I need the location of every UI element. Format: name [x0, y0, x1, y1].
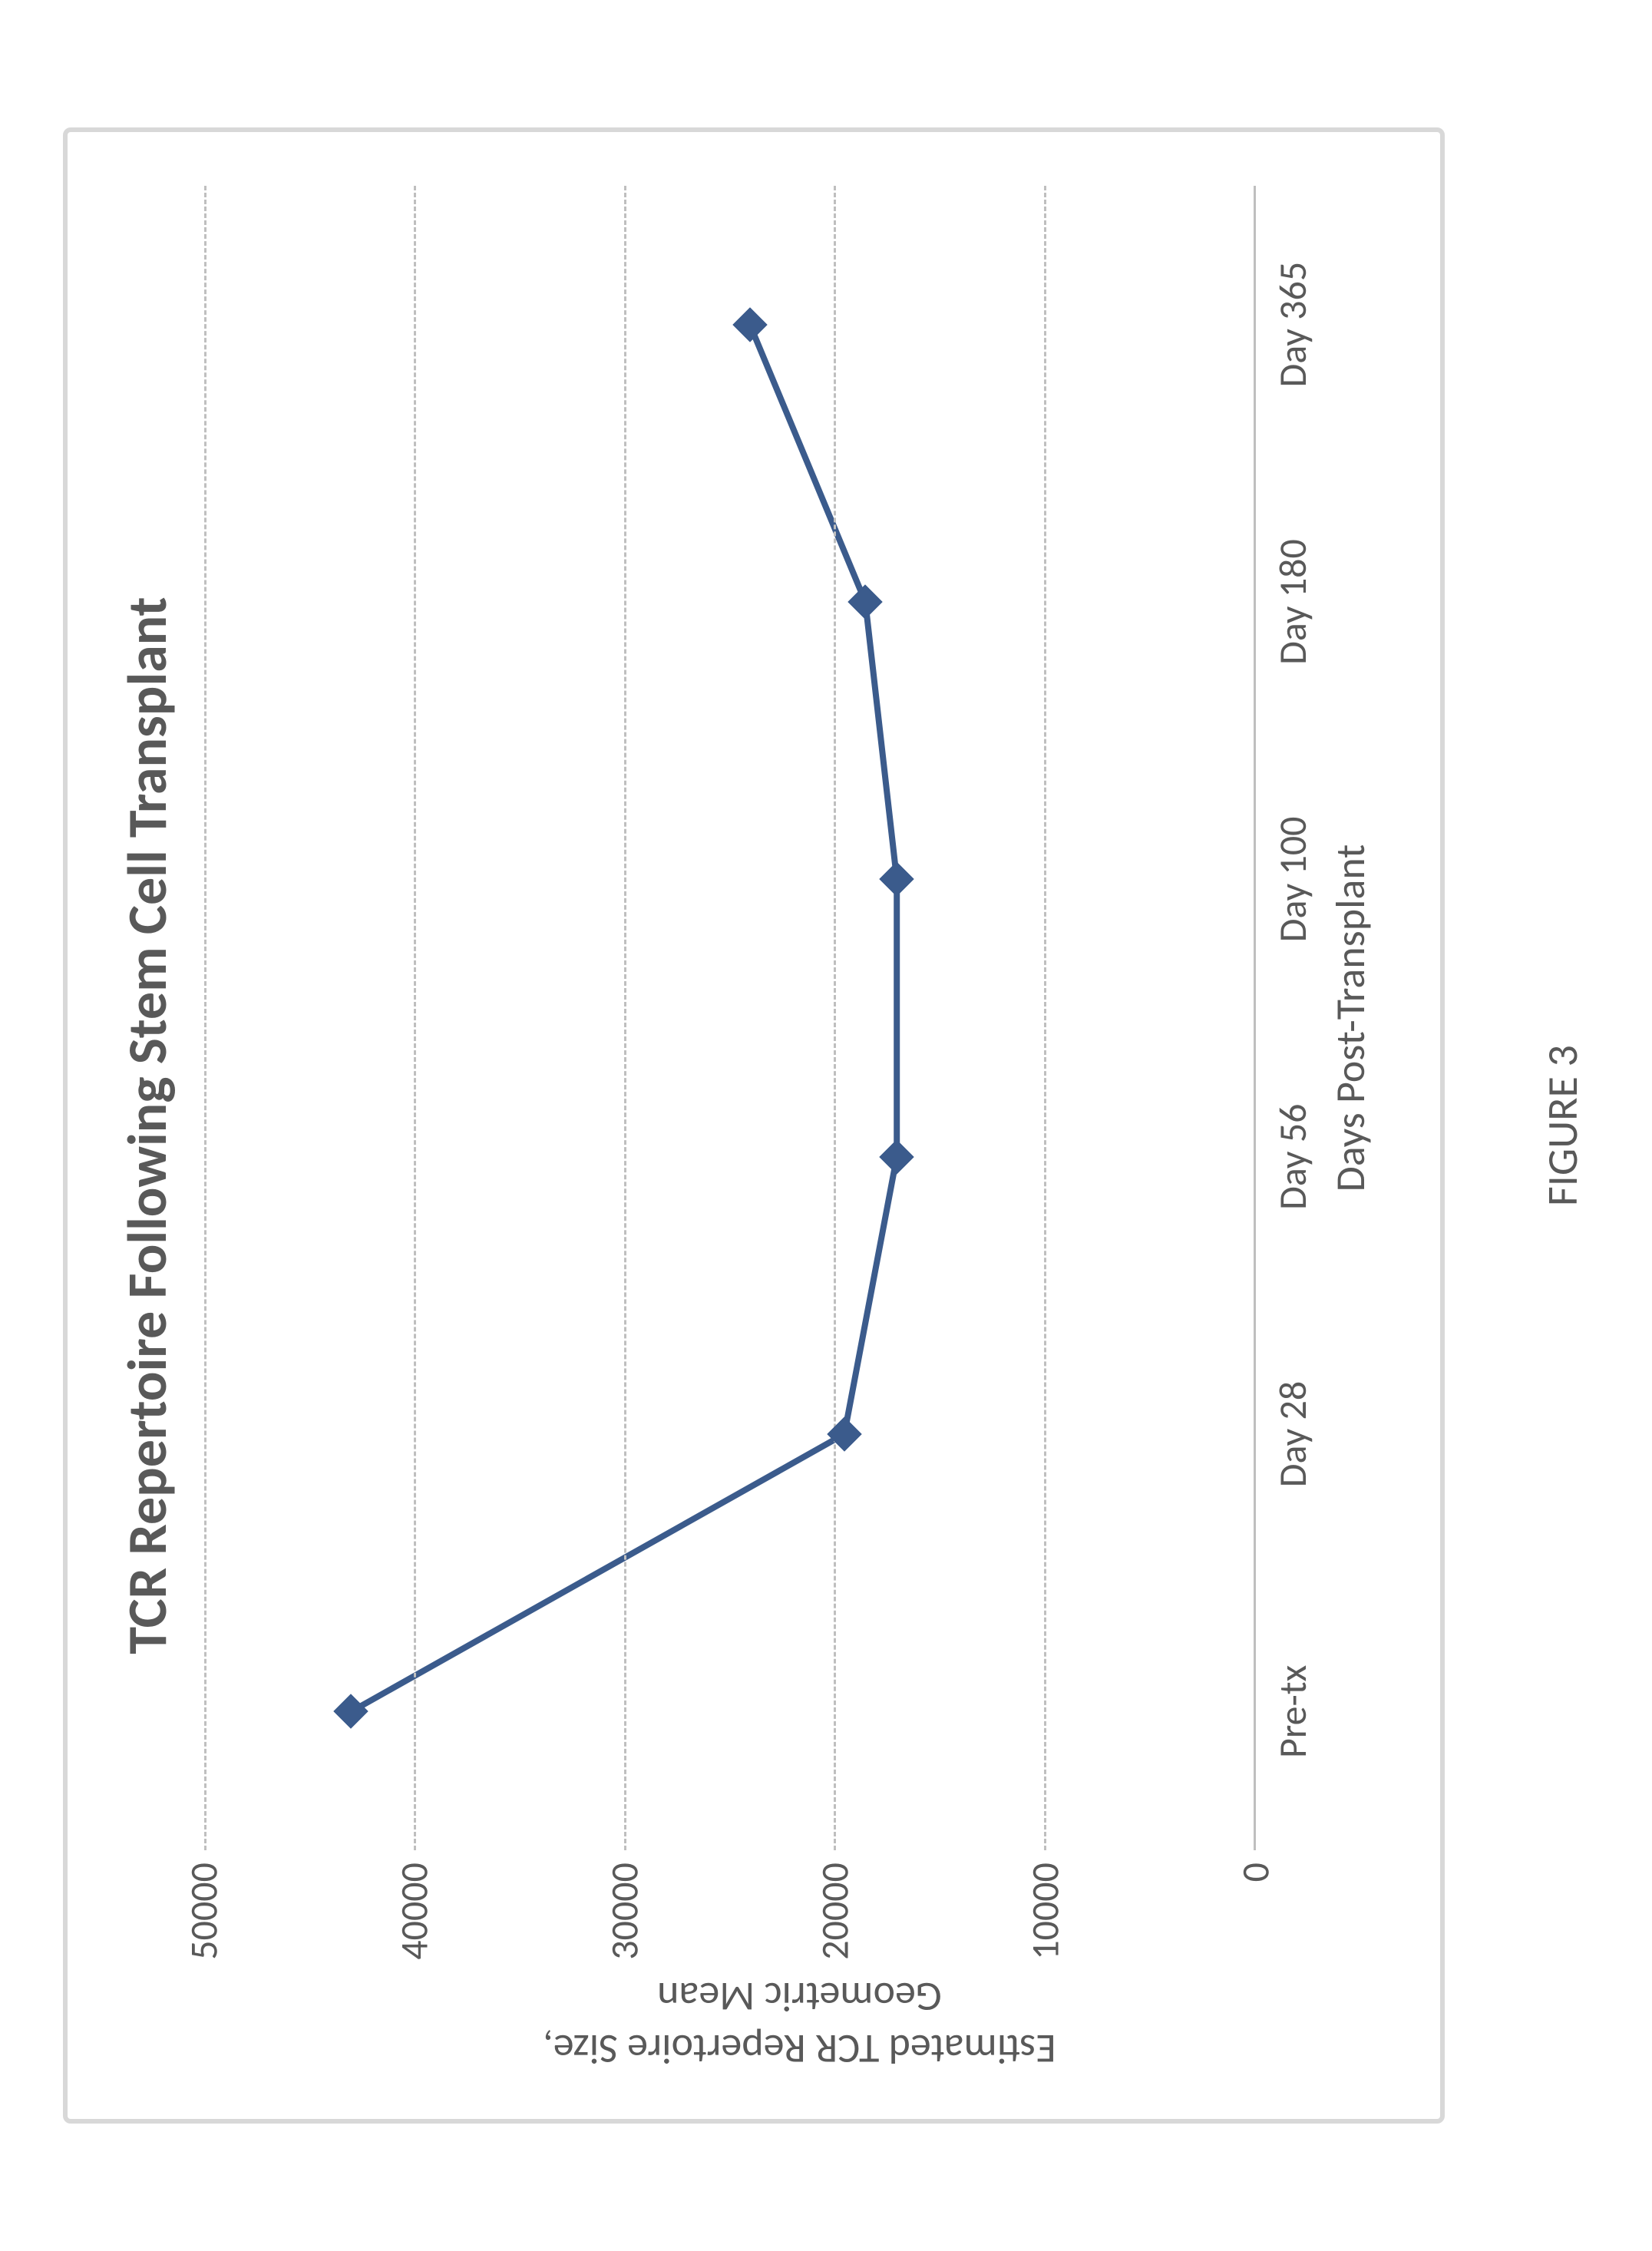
series-svg	[204, 186, 1254, 1850]
y-axis-label-wrap: Estimated TCR Repertoire Size, Geometric…	[204, 1981, 1394, 2065]
gridline	[624, 186, 626, 1850]
y-tick-column: 01000020000300004000050000	[204, 1850, 1256, 1981]
x-tick-label: Day 56	[1270, 1103, 1317, 1209]
gridline	[204, 186, 206, 1850]
gridline	[1044, 186, 1046, 1850]
y-tick-label: 40000	[392, 1863, 438, 1960]
y-tick-label: 20000	[812, 1863, 859, 1960]
y-axis-label-line1: Estimated TCR Repertoire Size,	[543, 2024, 1056, 2074]
x-axis-title: Days Post-Transplant	[1325, 186, 1394, 1850]
x-tick-area: Pre-tx Day 28 Day 56 Day 100 Day 180 Day 365	[1256, 186, 1325, 1850]
x-tick-label: Day 28	[1270, 1381, 1317, 1487]
gridline	[834, 186, 836, 1850]
gridline	[414, 186, 416, 1850]
x-tick-label: Day 180	[1270, 539, 1317, 665]
chart-outer-card: TCR Repertoire Following Stem Cell Trans…	[63, 127, 1445, 2124]
y-tick-label: 0	[1233, 1863, 1280, 1882]
y-tick-label: 10000	[1023, 1863, 1069, 1960]
y-tick-label: 30000	[602, 1863, 649, 1960]
x-axis-title-spacer	[1325, 1850, 1394, 1981]
x-tick-label: Day 100	[1270, 816, 1317, 942]
chart-body: Estimated TCR Repertoire Size, Geometric…	[204, 186, 1394, 2065]
plot-and-xaxis: 01000020000300004000050000 Pre-txDay 28D…	[204, 186, 1394, 1981]
y-axis-label: Estimated TCR Repertoire Size, Geometric…	[543, 1971, 1056, 2074]
plot-row: 01000020000300004000050000	[204, 186, 1256, 1981]
page-root: TCR Repertoire Following Stem Cell Trans…	[0, 299, 1652, 1952]
x-axis-title-row: Days Post-Transplant	[1325, 186, 1394, 1981]
figure-caption: FIGURE 3	[1537, 1045, 1589, 1206]
x-tick-label: Pre-tx	[1270, 1665, 1317, 1758]
chart-title: TCR Repertoire Following Stem Cell Trans…	[114, 186, 181, 2065]
chart-card: TCR Repertoire Following Stem Cell Trans…	[114, 186, 1394, 2065]
plot-area	[204, 186, 1256, 1850]
x-tick-label: Day 365	[1270, 262, 1317, 388]
y-tick-label: 50000	[181, 1863, 228, 1960]
x-tick-row: Pre-tx Day 28 Day 56 Day 100 Day 180 Day 365	[1256, 186, 1325, 1981]
